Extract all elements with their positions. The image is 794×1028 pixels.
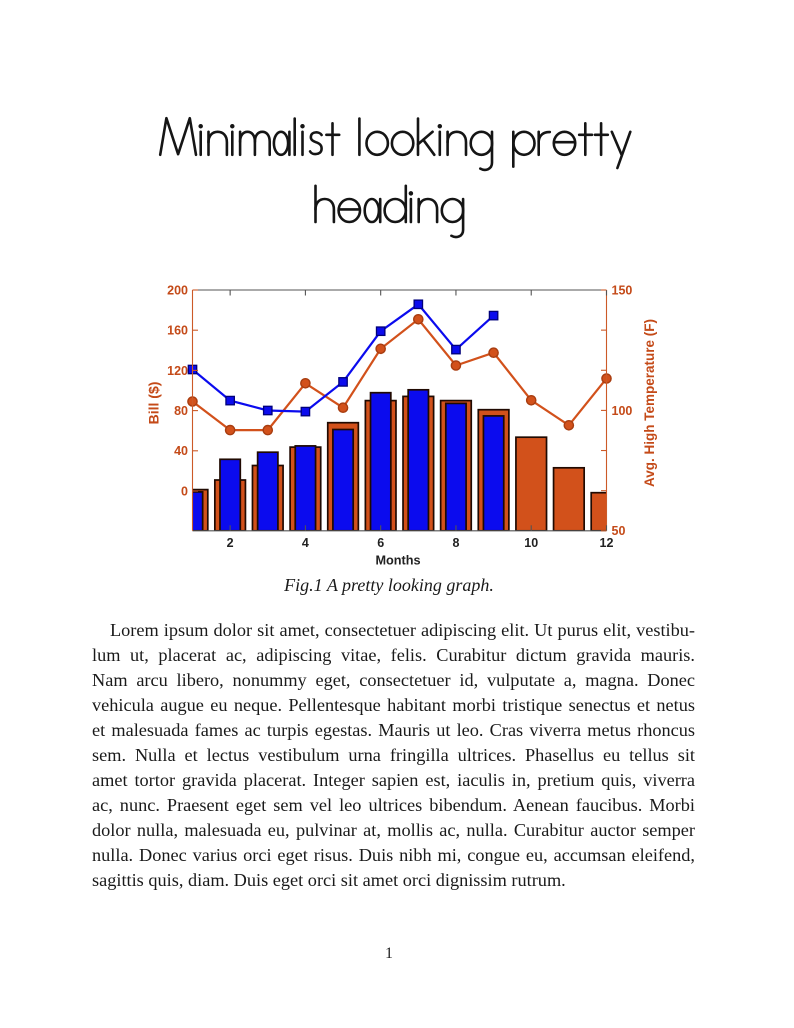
svg-text:2: 2 bbox=[227, 536, 234, 550]
svg-text:6: 6 bbox=[377, 536, 384, 550]
svg-text:120: 120 bbox=[167, 364, 188, 378]
svg-text:150: 150 bbox=[612, 283, 633, 297]
svg-text:0: 0 bbox=[181, 484, 188, 498]
svg-text:80: 80 bbox=[174, 404, 188, 418]
svg-text:200: 200 bbox=[167, 283, 188, 297]
svg-text:160: 160 bbox=[167, 324, 188, 338]
svg-text:Bill ($): Bill ($) bbox=[146, 382, 162, 425]
svg-text:50: 50 bbox=[612, 524, 626, 538]
svg-text:Avg. High Temperature (F): Avg. High Temperature (F) bbox=[642, 319, 657, 487]
svg-text:8: 8 bbox=[452, 536, 459, 550]
svg-text:4: 4 bbox=[302, 536, 309, 550]
svg-text:Months: Months bbox=[375, 553, 420, 567]
svg-text:100: 100 bbox=[612, 404, 633, 418]
svg-text:40: 40 bbox=[174, 444, 188, 458]
svg-text:12: 12 bbox=[600, 536, 614, 550]
svg-text:10: 10 bbox=[524, 536, 538, 550]
